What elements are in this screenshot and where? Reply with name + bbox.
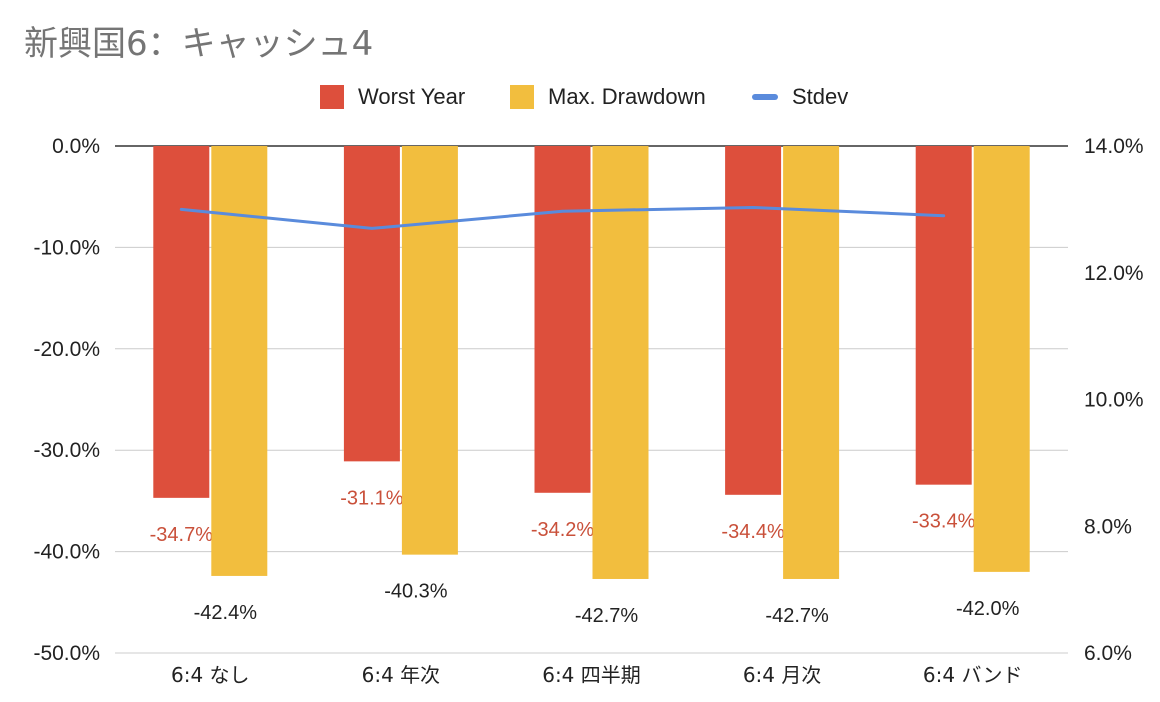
left-tick-label: -10.0% <box>33 236 100 259</box>
bar-max-drawdown <box>211 146 268 576</box>
legend-swatch-max-drawdown <box>510 85 534 109</box>
bar-worst-year <box>725 146 782 495</box>
bar-max-drawdown <box>973 146 1030 572</box>
legend-item-stdev: Stdev <box>752 80 848 114</box>
data-label-max-drawdown: -42.0% <box>956 598 1020 620</box>
right-tick-label: 10.0% <box>1084 389 1144 412</box>
category-label: 6:4 バンド <box>923 663 1023 687</box>
legend-label-worst-year: Worst Year <box>358 84 466 109</box>
category-label: 6:4 年次 <box>362 663 441 687</box>
bar-max-drawdown <box>783 146 840 579</box>
legend-swatch-worst-year <box>320 85 344 109</box>
bar-max-drawdown <box>401 146 458 555</box>
legend-item-worst-year: Worst Year <box>320 80 465 114</box>
legend-item-max-drawdown: Max. Drawdown <box>510 80 706 114</box>
bar-worst-year <box>915 146 972 485</box>
legend: Worst Year Max. Drawdown Stdev <box>0 80 1160 114</box>
right-tick-label: 8.0% <box>1084 515 1132 538</box>
data-label-worst-year: -31.1% <box>340 487 404 509</box>
legend-swatch-stdev <box>752 94 778 100</box>
legend-label-max-drawdown: Max. Drawdown <box>548 84 706 109</box>
category-label: 6:4 四半期 <box>542 663 641 687</box>
left-tick-label: 0.0% <box>52 135 100 158</box>
bar-worst-year <box>153 146 210 498</box>
right-tick-label: 6.0% <box>1084 642 1132 665</box>
bar-worst-year <box>534 146 591 493</box>
right-tick-label: 12.0% <box>1084 262 1144 285</box>
category-label: 6:4 なし <box>171 663 250 687</box>
data-label-worst-year: -33.4% <box>912 511 976 533</box>
data-label-worst-year: -34.4% <box>721 521 785 543</box>
data-label-worst-year: -34.2% <box>531 519 595 541</box>
left-tick-label: -20.0% <box>33 338 100 361</box>
left-tick-label: -50.0% <box>33 642 100 665</box>
left-tick-label: -40.0% <box>33 541 100 564</box>
bar-max-drawdown <box>592 146 649 579</box>
data-label-max-drawdown: -42.7% <box>575 605 639 627</box>
category-label: 6:4 月次 <box>743 663 822 687</box>
chart-title: 新興国6：キャッシュ4 <box>24 24 374 64</box>
bar-worst-year <box>343 146 400 462</box>
data-label-worst-year: -34.7% <box>150 524 214 546</box>
right-tick-label: 14.0% <box>1084 135 1144 158</box>
data-label-max-drawdown: -42.7% <box>765 605 829 627</box>
data-label-max-drawdown: -40.3% <box>384 581 448 603</box>
legend-label-stdev: Stdev <box>792 84 849 109</box>
left-tick-label: -30.0% <box>33 439 100 462</box>
data-label-max-drawdown: -42.4% <box>194 602 258 624</box>
